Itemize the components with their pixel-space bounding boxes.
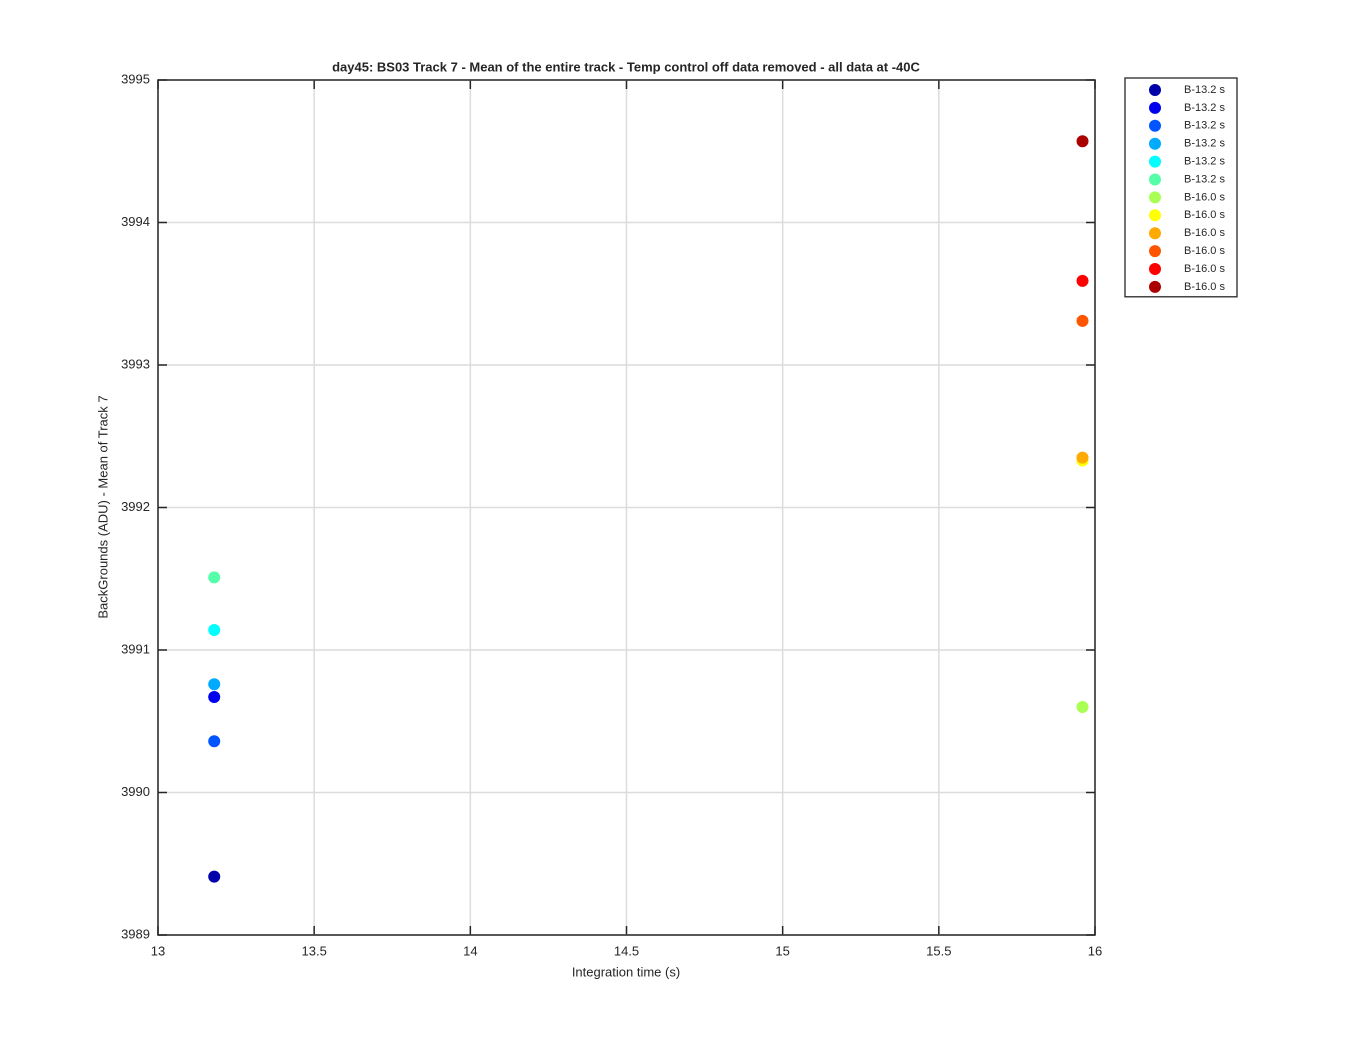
point (1076, 314, 1089, 327)
legend-label: B-16.0 s (1184, 227, 1225, 239)
legend-label: B-16.0 s (1184, 191, 1225, 203)
legend-marker (1149, 191, 1161, 204)
y-tick-label: 3991 (121, 641, 150, 656)
legend-label: B-13.2 s (1184, 173, 1225, 185)
legend-label: B-16.0 s (1184, 263, 1225, 275)
legend-label: B-13.2 s (1184, 156, 1225, 168)
legend-label: B-16.0 s (1184, 245, 1225, 257)
legend-label: B-13.2 s (1184, 102, 1225, 114)
x-tick-label: 14.5 (614, 943, 639, 958)
legend-marker (1149, 280, 1161, 293)
legend-label: B-16.0 s (1184, 281, 1225, 293)
axes-box (157, 79, 1096, 936)
x-tick-label: 15.5 (926, 943, 951, 958)
legend-marker (1149, 84, 1161, 96)
point (1076, 451, 1089, 464)
point (208, 678, 221, 691)
legend-box (1124, 77, 1238, 298)
y-tick-label: 3992 (121, 499, 150, 514)
legend-marker (1149, 227, 1161, 240)
x-tick-label: 13 (151, 943, 165, 958)
legend-label: B-13.2 s (1184, 120, 1225, 132)
point (208, 870, 221, 883)
point (1076, 701, 1089, 713)
legend-marker (1149, 209, 1161, 222)
point (208, 624, 221, 637)
legend-label: B-13.2 s (1184, 84, 1225, 96)
point (208, 691, 221, 704)
legend-marker (1149, 101, 1161, 114)
x-tick-label: 16 (1088, 943, 1102, 958)
legend-marker (1149, 245, 1161, 258)
point (208, 735, 221, 748)
legend-marker (1149, 263, 1161, 275)
legend-marker (1149, 119, 1161, 132)
y-tick-label: 3989 (121, 926, 150, 941)
legend-label: B-16.0 s (1184, 209, 1225, 221)
legend-marker (1149, 155, 1161, 168)
legend-label: B-13.2 s (1184, 138, 1225, 150)
x-axis-label: Integration time (s) (572, 964, 680, 979)
y-tick-label: 3993 (121, 356, 150, 371)
point (1076, 135, 1089, 148)
y-tick-label: 3994 (121, 214, 150, 229)
chart-title: day45: BS03 Track 7 - Mean of the entire… (332, 59, 920, 74)
point (208, 571, 221, 584)
x-tick-label: 13.5 (302, 943, 327, 958)
y-tick-label: 3995 (121, 71, 150, 86)
legend-marker (1149, 137, 1161, 150)
x-tick-label: 15 (775, 943, 789, 958)
legend-marker (1149, 173, 1161, 186)
y-tick-label: 3990 (121, 784, 150, 799)
x-tick-label: 14 (463, 943, 477, 958)
y-axis-label: BackGrounds (ADU) - Mean of Track 7 (95, 395, 110, 618)
point (1076, 274, 1089, 287)
